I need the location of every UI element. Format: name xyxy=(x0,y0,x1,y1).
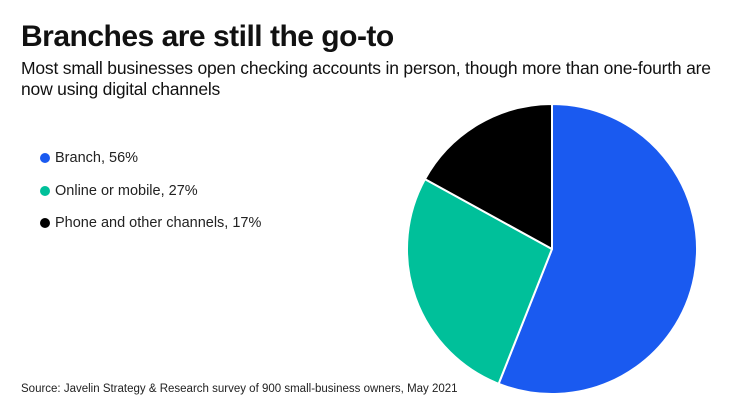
legend-label-branch: Branch, 56% xyxy=(55,150,139,166)
legend-swatch-branch xyxy=(40,153,50,163)
legend-item-phone: Phone and other channels, 17% xyxy=(40,213,261,233)
legend-swatch-online xyxy=(40,185,50,196)
legend-item-branch: Branch, 56% xyxy=(40,148,261,168)
source-note: Source: Javelin Strategy & Research surv… xyxy=(21,383,458,395)
pie-slice-phone xyxy=(423,103,553,250)
pie-slice-branch xyxy=(497,103,698,395)
chart-title: Branches are still the go-to xyxy=(21,20,394,53)
legend-label-online: Online or mobile, 27% xyxy=(55,182,198,199)
legend: Branch, 56% Online or mobile, 27% Phone … xyxy=(40,148,261,246)
legend-swatch-phone xyxy=(40,218,50,228)
chart-subtitle: Most small businesses open checking acco… xyxy=(21,58,711,99)
pie-slice-online xyxy=(406,178,553,385)
legend-item-online: Online or mobile, 27% xyxy=(40,181,261,201)
legend-label-phone: Phone and other channels, 17% xyxy=(55,215,262,231)
